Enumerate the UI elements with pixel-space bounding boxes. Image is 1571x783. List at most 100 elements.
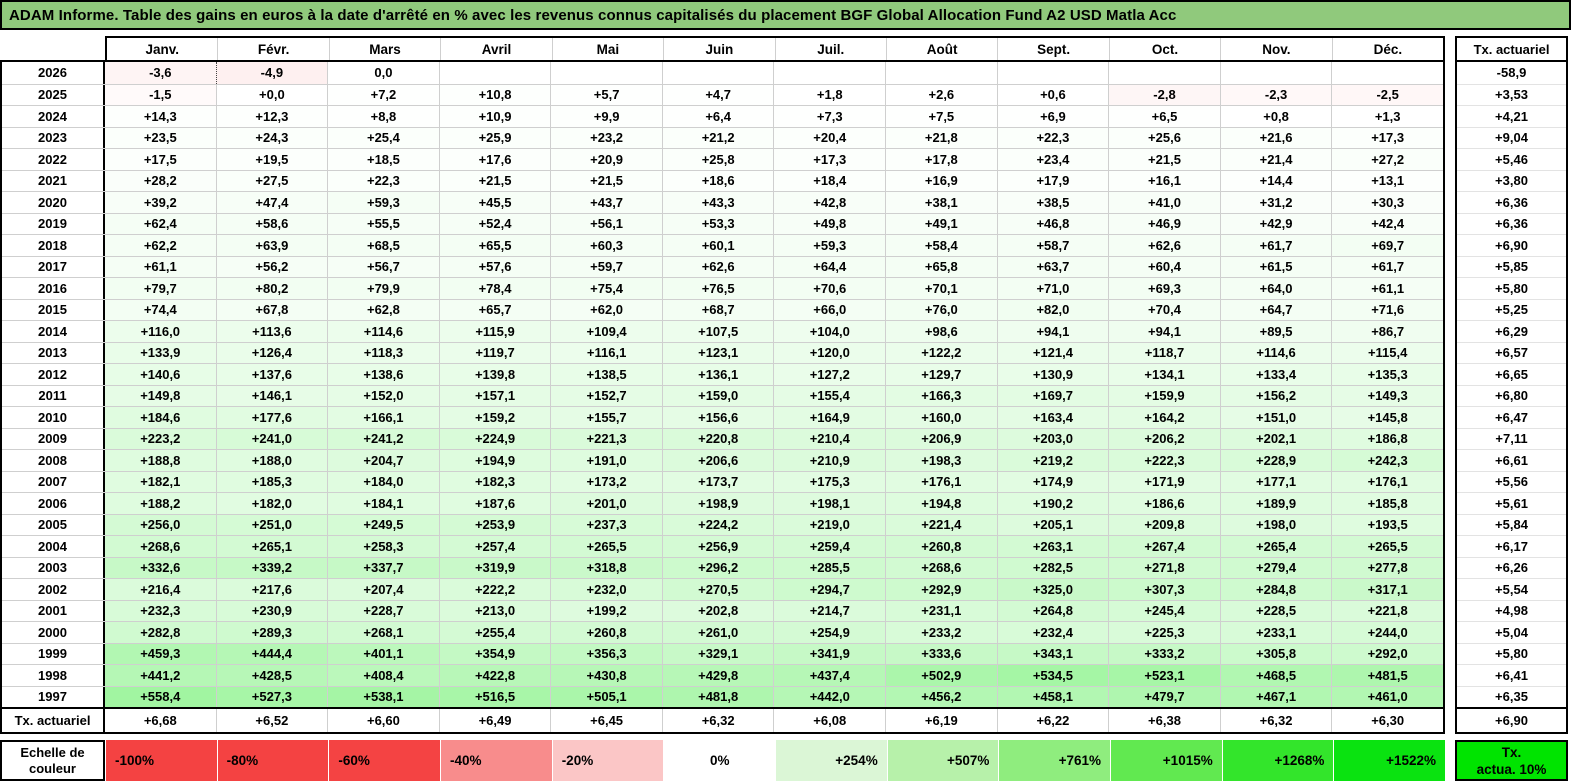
gain-cell[interactable]: +8,8 (327, 106, 439, 127)
gain-cell[interactable]: +260,8 (550, 622, 662, 643)
gain-cell[interactable]: +191,0 (550, 450, 662, 471)
gain-cell[interactable]: +62,0 (550, 299, 662, 320)
gain-cell[interactable]: -2,3 (1219, 84, 1332, 105)
gain-cell[interactable]: +5,7 (550, 84, 662, 105)
gain-cell[interactable]: +61,1 (1331, 278, 1443, 299)
gain-cell[interactable]: +149,8 (105, 385, 216, 406)
gain-cell[interactable]: +242,3 (1331, 450, 1443, 471)
gain-cell[interactable]: +69,7 (1331, 235, 1443, 256)
tx-value-cell[interactable]: +5,84 (1457, 513, 1566, 536)
gain-cell[interactable]: +17,3 (773, 149, 886, 170)
gain-cell[interactable]: +202,1 (1219, 428, 1332, 449)
gain-cell[interactable]: +64,4 (773, 256, 886, 277)
gain-cell[interactable]: +6,5 (1108, 106, 1220, 127)
gain-cell[interactable]: +163,4 (996, 407, 1109, 428)
color-scale-block[interactable]: +1268% (1222, 740, 1334, 781)
gain-cell[interactable]: +186,8 (1331, 428, 1443, 449)
gain-cell[interactable]: +199,2 (550, 600, 662, 621)
tx-value-cell[interactable]: +5,85 (1457, 255, 1566, 278)
gain-cell[interactable]: +333,2 (1108, 643, 1220, 664)
gain-cell[interactable] (773, 62, 886, 84)
gain-cell[interactable] (1108, 62, 1220, 84)
gain-cell[interactable]: +38,5 (996, 192, 1109, 213)
gain-cell[interactable]: +182,3 (438, 471, 551, 492)
gain-cell[interactable]: +206,6 (661, 450, 774, 471)
gain-cell[interactable]: +56,7 (327, 256, 439, 277)
gain-cell[interactable]: +14,3 (105, 106, 216, 127)
gain-cell[interactable]: +42,4 (1331, 213, 1443, 234)
year-cell[interactable]: 2004 (2, 536, 105, 557)
gain-cell[interactable]: +59,3 (327, 192, 439, 213)
gain-cell[interactable]: +268,1 (327, 622, 439, 643)
gain-cell[interactable]: +58,6 (215, 213, 328, 234)
gain-cell[interactable]: +516,5 (438, 686, 551, 707)
gain-cell[interactable]: +502,9 (885, 665, 997, 686)
month-header-cell[interactable]: Août (885, 38, 997, 60)
gain-cell[interactable]: +1,3 (1331, 106, 1443, 127)
gain-cell[interactable]: +292,9 (885, 579, 997, 600)
year-cell[interactable]: 2016 (2, 278, 105, 299)
gain-cell[interactable]: +121,4 (996, 342, 1109, 363)
gain-cell[interactable]: +354,9 (438, 643, 551, 664)
gain-cell[interactable]: +222,2 (438, 579, 551, 600)
gain-cell[interactable]: +62,8 (327, 299, 439, 320)
year-cell[interactable]: 2022 (2, 149, 105, 170)
gain-cell[interactable]: +222,3 (1108, 450, 1220, 471)
gain-cell[interactable]: +119,7 (438, 342, 551, 363)
gain-cell[interactable]: +268,6 (105, 536, 216, 557)
gain-cell[interactable]: +79,7 (105, 278, 216, 299)
gain-cell[interactable]: +21,8 (885, 127, 997, 148)
gain-cell[interactable]: +7,5 (885, 106, 997, 127)
month-header-cell[interactable]: Nov. (1220, 38, 1331, 60)
tx-actuariel-header[interactable]: Tx. actuariel (1455, 36, 1568, 62)
color-scale-block[interactable]: -20% (552, 740, 664, 781)
gain-cell[interactable]: +25,6 (1108, 127, 1220, 148)
gain-cell[interactable]: +329,1 (661, 643, 774, 664)
gain-cell[interactable]: +221,4 (885, 514, 997, 535)
gain-cell[interactable]: +25,4 (327, 127, 439, 148)
year-cell[interactable]: 2020 (2, 192, 105, 213)
gain-cell[interactable]: +182,0 (215, 493, 328, 514)
gain-cell[interactable]: +13,1 (1331, 170, 1443, 191)
gain-cell[interactable]: +46,8 (996, 213, 1109, 234)
gain-cell[interactable]: +9,9 (550, 106, 662, 127)
gain-cell[interactable]: +237,3 (550, 514, 662, 535)
gain-cell[interactable]: +279,4 (1219, 557, 1332, 578)
gain-cell[interactable]: +65,5 (438, 235, 551, 256)
gain-cell[interactable]: +228,7 (327, 600, 439, 621)
gain-cell[interactable]: +14,4 (1219, 170, 1332, 191)
gain-cell[interactable]: +65,8 (885, 256, 997, 277)
gain-cell[interactable]: +122,2 (885, 342, 997, 363)
gain-cell[interactable]: +23,5 (105, 127, 216, 148)
color-scale-block[interactable]: +254% (776, 740, 887, 781)
gain-cell[interactable]: +152,7 (550, 385, 662, 406)
gain-cell[interactable]: +41,0 (1108, 192, 1220, 213)
gain-cell[interactable]: +22,3 (327, 170, 439, 191)
gain-cell[interactable]: +39,2 (105, 192, 216, 213)
tx-value-cell[interactable]: +6,29 (1457, 320, 1566, 342)
gain-cell[interactable]: +159,2 (438, 407, 551, 428)
year-cell[interactable]: 2014 (2, 321, 105, 342)
gain-cell[interactable]: +114,6 (327, 321, 439, 342)
gain-cell[interactable]: +221,8 (1331, 600, 1443, 621)
gain-cell[interactable]: +59,3 (773, 235, 886, 256)
year-cell[interactable]: 2008 (2, 450, 105, 471)
gain-cell[interactable]: +152,0 (327, 385, 439, 406)
year-cell[interactable]: 2001 (2, 600, 105, 621)
gain-cell[interactable]: +56,2 (215, 256, 328, 277)
gain-cell[interactable]: -4,9 (215, 62, 328, 84)
gain-cell[interactable]: +130,9 (996, 364, 1109, 385)
gain-cell[interactable]: +481,8 (661, 686, 774, 707)
gain-cell[interactable]: +558,4 (105, 686, 216, 707)
gain-cell[interactable]: +282,5 (996, 557, 1109, 578)
tx-value-cell[interactable]: +9,04 (1457, 126, 1566, 149)
gain-cell[interactable]: +19,5 (215, 149, 328, 170)
gain-cell[interactable]: +268,6 (885, 557, 997, 578)
gain-cell[interactable]: +216,4 (105, 579, 216, 600)
gain-cell[interactable]: +76,5 (661, 278, 774, 299)
gain-cell[interactable]: +193,5 (1331, 514, 1443, 535)
gain-cell[interactable]: +53,3 (661, 213, 774, 234)
gain-cell[interactable]: +16,9 (885, 170, 997, 191)
gain-cell[interactable]: +10,9 (438, 106, 551, 127)
gain-cell[interactable]: +114,6 (1219, 342, 1332, 363)
